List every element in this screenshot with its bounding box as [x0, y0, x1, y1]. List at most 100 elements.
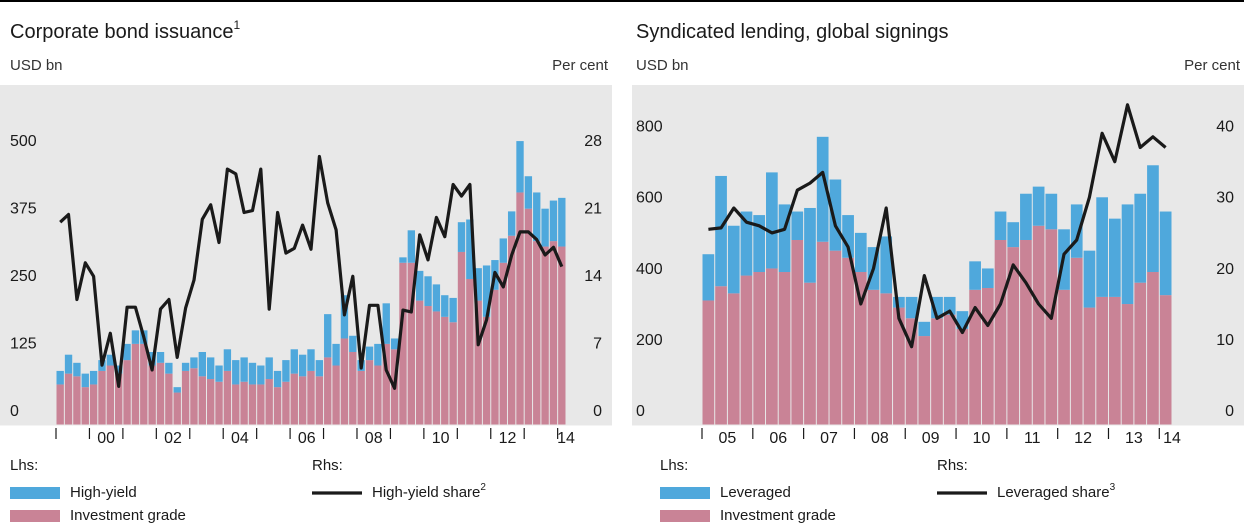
bar [273, 370, 282, 388]
chart-title: Corporate bond issuance1 [10, 18, 240, 43]
x-tick-label: 05 [719, 430, 737, 447]
y2-tick-label: 10 [1216, 332, 1234, 349]
chart-title: Syndicated lending, global signings [636, 21, 948, 43]
bar [206, 357, 215, 380]
bar [829, 250, 842, 425]
bar [399, 262, 407, 425]
title-note: 1 [233, 18, 240, 32]
bar [131, 343, 140, 425]
bar [98, 370, 106, 425]
bar [516, 192, 524, 425]
y2-tick-label: 40 [1216, 119, 1234, 136]
bar [156, 351, 165, 363]
bar [499, 262, 507, 425]
bar [106, 354, 115, 366]
bar [931, 296, 943, 319]
bar [715, 175, 727, 287]
bar [115, 373, 123, 425]
y-tick-label: 375 [10, 200, 37, 217]
bar [842, 215, 854, 258]
bar [382, 343, 390, 425]
bar [829, 179, 842, 251]
bar [466, 278, 474, 425]
legend-label: Leveraged [720, 484, 791, 501]
bar [332, 365, 340, 425]
bar [1096, 296, 1108, 425]
bar [374, 343, 382, 366]
bar [1121, 304, 1134, 425]
bar [64, 354, 73, 374]
bar [804, 282, 816, 425]
bar [918, 336, 931, 425]
y-axis-label-left: USD bn [10, 57, 63, 74]
bar [81, 387, 89, 425]
bar [365, 346, 374, 361]
bar [854, 272, 867, 425]
bar [931, 318, 943, 425]
legend-label: Leveraged share3 [997, 482, 1116, 501]
bar [1134, 193, 1147, 283]
bar [148, 365, 156, 425]
bar [73, 362, 81, 377]
bar [905, 318, 918, 425]
y-tick-label: 200 [636, 332, 663, 349]
bar [905, 296, 918, 319]
bar [349, 351, 357, 425]
y-tick-label: 600 [636, 190, 663, 207]
y2-tick-label: 14 [584, 268, 602, 285]
x-tick-label: 11 [1024, 430, 1041, 447]
y-tick-label: 125 [10, 336, 37, 353]
title-text: Corporate bond issuance [10, 21, 233, 43]
bar [89, 384, 98, 425]
bar [766, 172, 778, 269]
bar [441, 295, 449, 317]
bar [282, 360, 290, 382]
bar [374, 365, 382, 425]
bar [893, 296, 905, 308]
bar [223, 370, 232, 425]
bar [1108, 296, 1121, 425]
x-tick-label: 06 [769, 430, 787, 447]
bar [474, 268, 482, 301]
bar [1045, 229, 1058, 425]
bar [1032, 225, 1045, 425]
bar [257, 384, 265, 425]
bar [1134, 282, 1147, 425]
bar [1147, 165, 1159, 273]
legend-label: Investment grade [70, 507, 186, 524]
bar [248, 362, 257, 385]
bar [123, 343, 131, 361]
bar [115, 365, 123, 374]
bar [165, 373, 173, 425]
bar [307, 370, 315, 425]
x-tick-label: 10 [432, 430, 450, 447]
legend-label: High-yield [70, 484, 137, 501]
line [59, 154, 564, 390]
title-text: Syndicated lending, global signings [636, 21, 948, 43]
bar [365, 360, 374, 425]
bar [804, 207, 816, 283]
y-tick-label: 250 [10, 268, 37, 285]
bar [64, 373, 73, 425]
bar [432, 284, 441, 312]
bar [123, 360, 131, 425]
bar [324, 357, 332, 425]
bar [702, 254, 715, 301]
bar [524, 208, 533, 425]
x-tick-label: 08 [871, 430, 889, 447]
bar [541, 246, 549, 425]
bar [449, 322, 457, 425]
bar [558, 246, 566, 425]
bar [131, 330, 140, 344]
y-tick-label: 0 [10, 403, 19, 420]
y2-tick-label: 0 [1225, 403, 1234, 420]
bar [969, 289, 981, 425]
bar [232, 384, 240, 425]
bar [198, 351, 206, 377]
bar [549, 200, 558, 242]
legend-label-note: 2 [480, 482, 486, 493]
bar [1070, 204, 1083, 258]
y-tick-label: 400 [636, 261, 663, 278]
x-tick-label: 04 [231, 430, 249, 447]
y-axis-label-left: USD bn [636, 57, 689, 74]
